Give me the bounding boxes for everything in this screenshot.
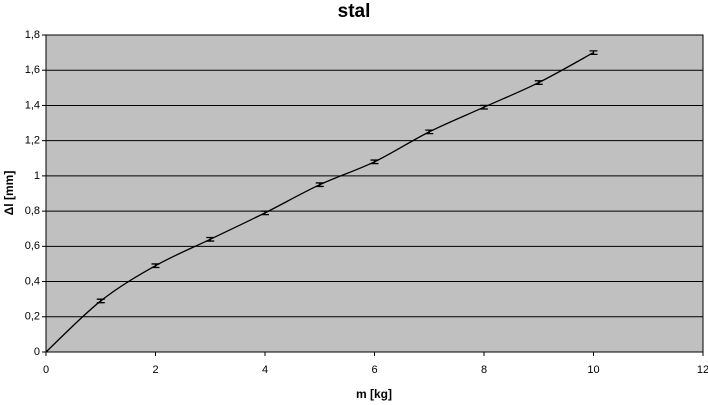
plot-area — [46, 35, 703, 352]
y-tick-label: 1 — [34, 170, 40, 182]
x-axis-label: m [kg] — [356, 387, 392, 401]
x-tick-label: 0 — [43, 364, 49, 376]
error-bar — [315, 182, 324, 188]
y-tick-label: 0,4 — [25, 275, 40, 287]
x-tick-label: 8 — [481, 364, 487, 376]
y-tick-label: 1,8 — [25, 29, 40, 41]
y-tick-label: 1,2 — [25, 135, 40, 147]
x-tick-label: 4 — [262, 364, 268, 376]
error-bar — [370, 159, 379, 165]
y-tick-label: 1,6 — [25, 64, 40, 76]
plot-border — [45, 34, 704, 353]
y-tick-label: 0,2 — [25, 311, 40, 323]
y-tick-label: 0 — [34, 346, 40, 358]
y-tick-label: 1,4 — [25, 99, 40, 111]
error-bar — [151, 263, 160, 269]
x-tick-label: 10 — [587, 364, 599, 376]
y-tick-label: 0,6 — [25, 240, 40, 252]
chart-title: stal — [338, 1, 371, 22]
error-bar — [589, 50, 598, 56]
error-bar — [480, 104, 488, 110]
y-axis-label: Δl [mm] — [2, 171, 16, 216]
error-bar — [96, 298, 105, 304]
x-tick-label: 6 — [371, 364, 377, 376]
error-bar — [534, 80, 543, 85]
error-bar — [261, 210, 269, 216]
x-tick-label: 2 — [152, 364, 158, 376]
y-tick-label: 0,8 — [25, 205, 40, 217]
error-bar — [206, 236, 215, 242]
error-bar — [425, 129, 434, 135]
x-tick-label: 12 — [697, 364, 708, 376]
